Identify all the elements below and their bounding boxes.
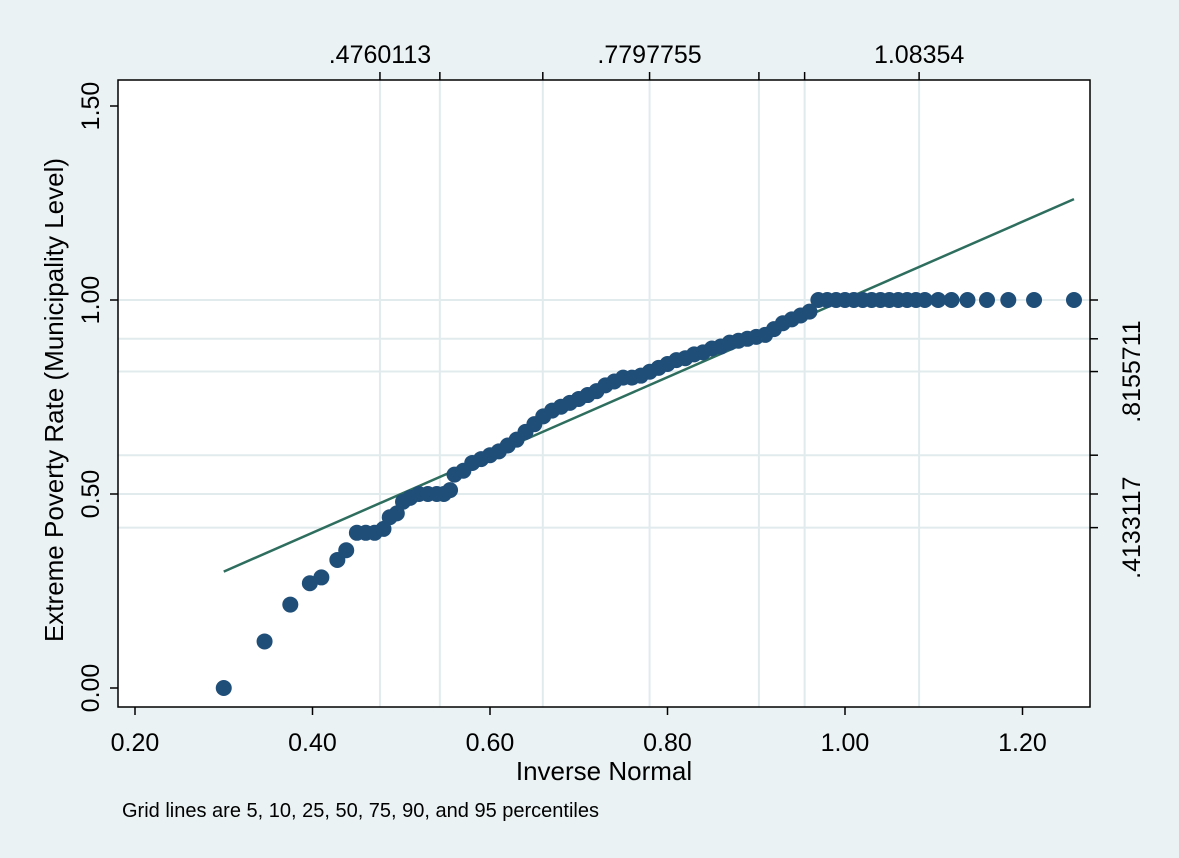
y-axis-tick-label: 0.50 bbox=[77, 470, 105, 519]
grid-note: Grid lines are 5, 10, 25, 50, 75, 90, an… bbox=[122, 800, 599, 822]
y-axis-tick-label: 1.50 bbox=[77, 82, 105, 131]
right-axis-tick-label: .4133117 bbox=[1118, 476, 1146, 578]
data-point bbox=[1000, 292, 1017, 308]
x-axis-tick-label: 1.20 bbox=[998, 729, 1047, 757]
x-axis-tick-label: 0.80 bbox=[643, 729, 692, 757]
data-point bbox=[442, 482, 459, 499]
data-point bbox=[338, 542, 355, 559]
data-point bbox=[1065, 292, 1082, 308]
data-point bbox=[979, 292, 995, 308]
x-axis-title: Inverse Normal bbox=[516, 756, 692, 786]
data-point bbox=[959, 292, 976, 308]
data-point bbox=[282, 596, 299, 613]
top-axis-tick-label: 1.08354 bbox=[874, 41, 964, 69]
fit-line-layer bbox=[223, 197, 1075, 573]
data-point bbox=[916, 292, 933, 308]
x-axis-tick-label: 0.60 bbox=[466, 729, 515, 757]
y-axis-tick-label: 0.00 bbox=[77, 664, 105, 713]
data-point bbox=[930, 292, 947, 308]
plot-frame bbox=[117, 79, 1091, 708]
data-point bbox=[215, 680, 232, 696]
data-point bbox=[1026, 292, 1043, 308]
right-axis-tick-label: .8155711 bbox=[1118, 320, 1146, 422]
data-point bbox=[313, 569, 330, 586]
top-axis-tick-label: .7797755 bbox=[597, 41, 701, 69]
fit-line bbox=[223, 197, 1075, 573]
x-axis-tick-label: 0.20 bbox=[111, 729, 160, 757]
data-point bbox=[801, 303, 818, 320]
data-point bbox=[256, 633, 273, 650]
x-axis-tick-label: 1.00 bbox=[821, 729, 870, 757]
x-axis-tick-label: 0.40 bbox=[288, 729, 337, 757]
data-point bbox=[943, 292, 960, 308]
y-axis-title: Extreme Poverty Rate (Municipality Level… bbox=[39, 158, 69, 642]
y-axis-tick-label: 1.00 bbox=[77, 276, 105, 325]
axes: .4760113 .7797755 1.08354 .8155711 .4133117 0… bbox=[77, 41, 1146, 757]
scatter-points bbox=[215, 292, 1082, 696]
grid-lines bbox=[118, 80, 1090, 707]
top-axis-tick-label: .4760113 bbox=[329, 41, 431, 69]
